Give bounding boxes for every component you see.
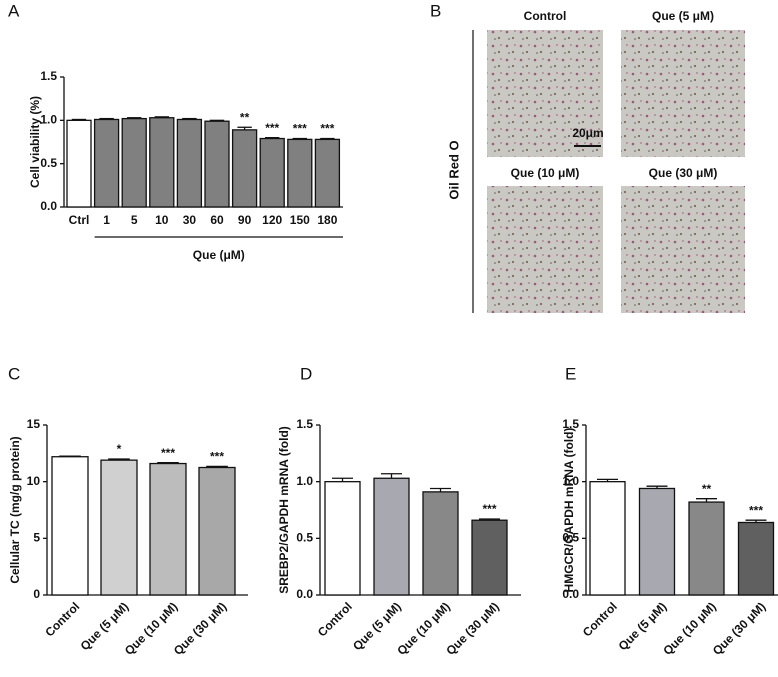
micrograph bbox=[621, 30, 745, 157]
y-tick-label: 0.0 bbox=[296, 587, 313, 601]
x-tick-label: Que (30 μM) bbox=[171, 599, 229, 657]
y-tick-label: 0.0 bbox=[40, 199, 57, 213]
y-tick-label: 10 bbox=[27, 474, 41, 488]
panel-letter: E bbox=[565, 364, 576, 383]
bar bbox=[287, 138, 313, 208]
bar bbox=[198, 466, 236, 596]
x-tick-label: 10 bbox=[155, 213, 169, 227]
bar bbox=[51, 456, 89, 596]
bar bbox=[589, 481, 626, 596]
bar bbox=[471, 519, 508, 596]
x-tick-label: 90 bbox=[238, 213, 252, 227]
significance: *** bbox=[265, 121, 279, 135]
y-tick-label: 0.5 bbox=[296, 531, 313, 545]
x-tick-label: 60 bbox=[210, 213, 224, 227]
bar bbox=[204, 120, 230, 208]
micrograph bbox=[621, 186, 745, 313]
bar bbox=[121, 117, 147, 208]
bar bbox=[149, 462, 187, 596]
significance: *** bbox=[210, 450, 224, 464]
x-tick-label: 180 bbox=[317, 213, 337, 227]
bar bbox=[737, 521, 775, 596]
y-tick-label: 0 bbox=[33, 587, 40, 601]
bar bbox=[373, 477, 410, 596]
image-title: Que (5 μM) bbox=[652, 9, 714, 23]
y-tick-label: 1.0 bbox=[296, 474, 313, 488]
significance: *** bbox=[749, 503, 763, 517]
x-tick-label: 5 bbox=[131, 213, 138, 227]
panel-letter: B bbox=[430, 1, 441, 20]
stain-label: Oil Red O bbox=[446, 140, 461, 199]
image-title: Que (10 μM) bbox=[511, 166, 580, 180]
x-tick-label: Control bbox=[580, 599, 620, 639]
y-tick-label: 15 bbox=[27, 417, 41, 431]
x-tick-label: Que (5 μM) bbox=[616, 599, 670, 653]
x-tick-label: 120 bbox=[262, 213, 282, 227]
bar bbox=[231, 129, 258, 208]
panel-letter: A bbox=[8, 1, 20, 20]
y-tick-label: 1.5 bbox=[562, 417, 579, 431]
bar bbox=[176, 118, 203, 208]
y-tick-label: 0.5 bbox=[562, 531, 579, 545]
x-tick-label: 1 bbox=[103, 213, 110, 227]
image-title: Control bbox=[524, 9, 567, 23]
x-tick-label: Que (5 μM) bbox=[350, 599, 404, 653]
bar bbox=[149, 117, 175, 208]
y-axis-label: Cellular TC (mg/g protein) bbox=[8, 436, 22, 583]
panel-letter: D bbox=[300, 364, 312, 383]
x-tick-label: Que (30 μM) bbox=[443, 599, 501, 657]
y-tick-label: 1.0 bbox=[40, 113, 57, 127]
x-tick-label: Control bbox=[42, 599, 82, 639]
significance: ** bbox=[702, 482, 712, 496]
y-tick-label: 0.0 bbox=[562, 587, 579, 601]
x-tick-label: 150 bbox=[290, 213, 310, 227]
micrograph bbox=[487, 30, 603, 157]
y-axis-label: Cell viability (%) bbox=[28, 96, 42, 188]
image-title: Que (30 μM) bbox=[649, 166, 718, 180]
x-tick-label: 30 bbox=[183, 213, 197, 227]
bar bbox=[314, 138, 341, 208]
micrograph bbox=[487, 186, 603, 313]
y-axis-label: SREBP2/GAPDH mRNA (fold) bbox=[277, 426, 291, 594]
y-tick-label: 1.5 bbox=[296, 417, 313, 431]
significance: *** bbox=[482, 502, 496, 516]
bar bbox=[100, 459, 138, 596]
bar bbox=[324, 481, 361, 596]
y-axis-label: HMGCR/GAPDH mRNA (fold) bbox=[562, 428, 576, 593]
x-tick-label: Control bbox=[315, 599, 355, 639]
x-tick-label: Ctrl bbox=[69, 213, 90, 227]
group-label: Que (μM) bbox=[193, 248, 245, 262]
x-tick-label: Que (5 μM) bbox=[78, 599, 132, 653]
bar bbox=[259, 137, 285, 208]
scale-bar-label: 20μm bbox=[572, 126, 603, 140]
significance: *** bbox=[293, 122, 307, 136]
significance: * bbox=[117, 442, 122, 456]
significance: ** bbox=[240, 110, 250, 124]
significance: *** bbox=[320, 122, 334, 136]
y-tick-label: 1.0 bbox=[562, 474, 579, 488]
y-tick-label: 1.5 bbox=[40, 69, 57, 83]
bar bbox=[66, 119, 92, 208]
panel-letter: C bbox=[8, 364, 20, 383]
image-panel: B Oil Red O Control Que (5 μM) Que (10 μ… bbox=[430, 1, 745, 313]
y-tick-label: 0.5 bbox=[40, 156, 57, 170]
bar bbox=[422, 491, 459, 596]
bar bbox=[638, 487, 676, 596]
x-tick-label: Que (30 μM) bbox=[710, 599, 768, 657]
bar bbox=[688, 501, 725, 596]
significance: *** bbox=[161, 446, 175, 460]
bar bbox=[93, 118, 120, 208]
y-tick-label: 5 bbox=[33, 531, 40, 545]
